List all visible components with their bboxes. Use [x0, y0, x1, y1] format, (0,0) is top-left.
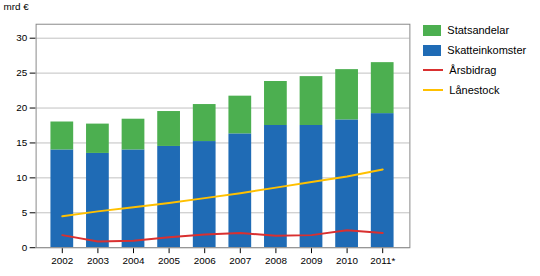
html-text:Skatteinkomster: Skatteinkomster — [447, 44, 527, 56]
svg-text:20: 20 — [16, 102, 27, 113]
svg-text:25: 25 — [16, 67, 27, 78]
svg-text:mrd €: mrd € — [3, 1, 29, 12]
svg-text:2002: 2002 — [51, 255, 73, 266]
svg-text:0: 0 — [22, 242, 28, 253]
svg-text:2011*: 2011* — [370, 255, 395, 266]
svg-text:2003: 2003 — [87, 255, 109, 266]
html-text:Årsbidrag: Årsbidrag — [449, 64, 497, 76]
svg-text:15: 15 — [16, 137, 27, 148]
html-text:Lånestock: Lånestock — [449, 84, 500, 96]
html-text:Statsandelar: Statsandelar — [447, 24, 510, 36]
svg-text:2007: 2007 — [229, 255, 251, 266]
svg-text:10: 10 — [16, 172, 27, 183]
svg-text:2005: 2005 — [158, 255, 180, 266]
svg-text:5: 5 — [22, 207, 28, 218]
svg-text:2006: 2006 — [194, 255, 216, 266]
svg-text:30: 30 — [16, 32, 27, 43]
svg-text:2008: 2008 — [265, 255, 287, 266]
svg-text:2009: 2009 — [301, 255, 323, 266]
svg-text:2004: 2004 — [123, 255, 145, 266]
svg-text:2010: 2010 — [336, 255, 358, 266]
